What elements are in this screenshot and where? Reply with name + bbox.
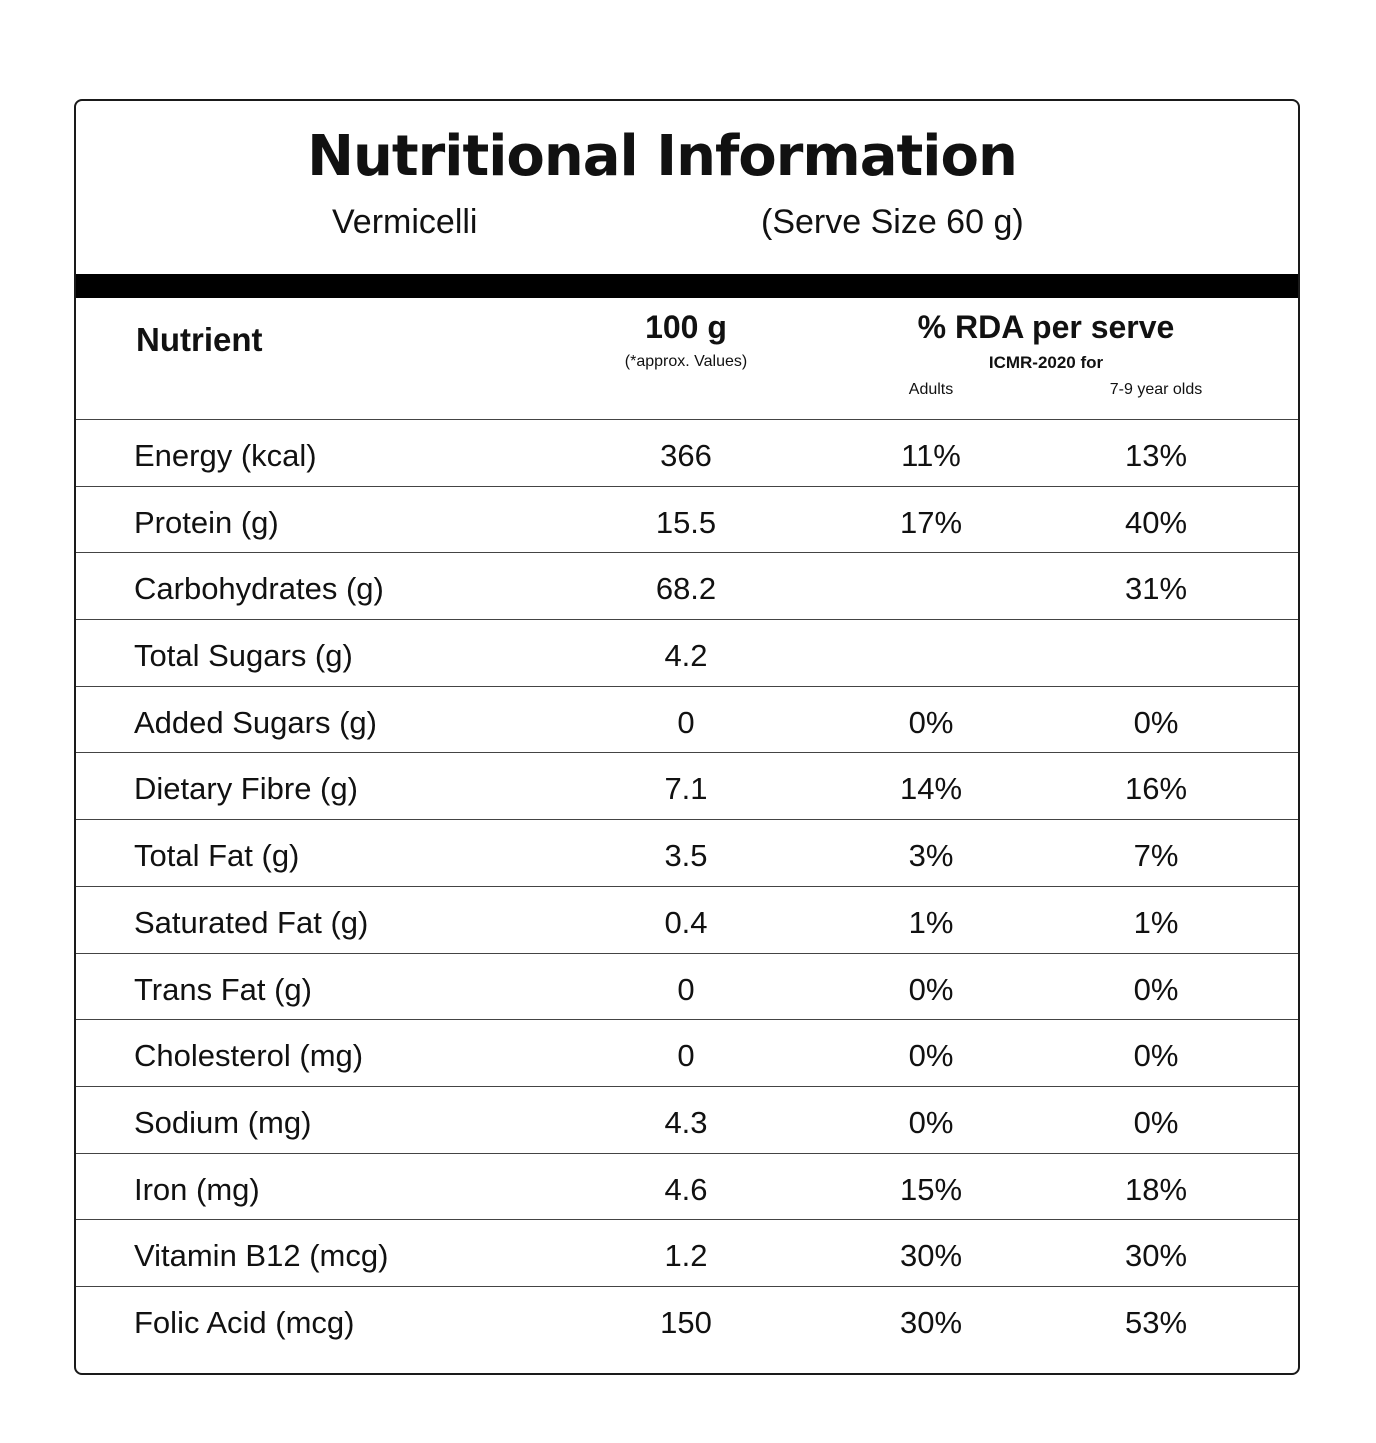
rda-adults: 0% — [908, 1038, 954, 1074]
rda-kids: 1% — [1133, 904, 1179, 940]
label-title: Nutritional Information — [307, 124, 1018, 189]
table-row: Added Sugars (g) 0 0% 0% — [76, 685, 1298, 753]
rda-adults: 11% — [901, 438, 961, 473]
nutrient-value: 4.2 — [664, 638, 708, 674]
table-row: Dietary Fibre (g) 7.1 14% 16% — [76, 752, 1298, 819]
nutrient-name: Dietary Fibre (g) — [134, 771, 358, 807]
product-name: Vermicelli — [332, 203, 478, 241]
nutrient-value: 0.4 — [664, 904, 708, 940]
nutrient-name: Total Fat (g) — [134, 838, 300, 874]
rda-kids: 13% — [1124, 438, 1188, 473]
rda-kids: 0% — [1133, 1038, 1179, 1074]
rda-adults: 15% — [899, 1171, 963, 1207]
rda-adults: 17% — [899, 504, 963, 540]
header-divider — [76, 274, 1298, 298]
nutrient-name: Vitamin B12 (mcg) — [134, 1238, 389, 1274]
nutrient-name: Iron (mg) — [134, 1171, 260, 1207]
rda-kids: 0% — [1133, 1104, 1179, 1140]
rda-adults: 30% — [899, 1304, 963, 1340]
nutrient-value: 0 — [677, 1038, 695, 1074]
serve-size: (Serve Size 60 g) — [761, 203, 1024, 241]
rda-kids: 0% — [1133, 704, 1179, 740]
nutrient-value: 3.5 — [664, 838, 708, 874]
table-row: Total Sugars (g) 4.2 — [76, 619, 1298, 686]
nutrient-name: Trans Fat (g) — [134, 971, 312, 1007]
rda-kids: 53% — [1124, 1304, 1188, 1340]
nutrient-value: 4.6 — [664, 1171, 708, 1207]
rda-adults: 14% — [899, 771, 963, 807]
rda-adults: 1% — [908, 904, 954, 940]
nutrient-name: Energy (kcal) — [134, 438, 317, 473]
nutrient-value: 68.2 — [655, 571, 717, 607]
nutrient-value: 0 — [677, 971, 695, 1007]
table-row: Sodium (mg) 4.3 0% 0% — [76, 1085, 1298, 1153]
rda-kids: 31% — [1124, 571, 1188, 607]
nutrient-name: Carbohydrates (g) — [134, 571, 384, 607]
nutrient-name: Saturated Fat (g) — [134, 904, 369, 940]
rda-adults: 3% — [908, 838, 954, 874]
table-row: Total Fat (g) 3.5 3% 7% — [76, 819, 1298, 886]
rda-kids: 0% — [1133, 971, 1179, 1007]
table-row: Carbohydrates (g) 68.2 31% — [76, 552, 1298, 619]
nutrient-value: 366 — [660, 438, 712, 473]
column-header-adults: Adults — [908, 381, 954, 398]
rda-adults: 30% — [899, 1238, 963, 1274]
nutrient-value: 4.3 — [664, 1104, 708, 1140]
nutrient-name: Added Sugars (g) — [134, 704, 377, 740]
table-row: Saturated Fat (g) 0.4 1% 1% — [76, 885, 1298, 953]
nutrient-value: 0 — [677, 704, 695, 740]
rda-kids: 7% — [1133, 838, 1179, 874]
nutrition-label: Nutritional Information Vermicelli (Serv… — [74, 99, 1300, 1375]
table-row: Vitamin B12 (mcg) 1.2 30% 30% — [76, 1219, 1298, 1286]
rda-adults: 0% — [908, 971, 954, 1007]
column-header-nutrient: Nutrient — [136, 321, 263, 358]
rda-kids: 16% — [1124, 771, 1188, 807]
column-header-100g: 100 g — [645, 309, 727, 345]
table-row: Cholesterol (mg) 0 0% 0% — [76, 1019, 1298, 1086]
rda-kids: 40% — [1124, 504, 1188, 540]
rda-adults: 0% — [908, 1104, 954, 1140]
nutrient-table: Energy (kcal) 366 11% 13% Protein (g) 15.5 17… — [76, 419, 1298, 1353]
table-row: Protein (g) 15.5 17% 40% — [76, 485, 1298, 553]
nutrient-value: 7.1 — [664, 771, 708, 807]
column-note-icmr: ICMR-2020 for — [988, 353, 1104, 372]
rda-kids: 18% — [1124, 1171, 1188, 1207]
nutrient-name: Total Sugars (g) — [134, 638, 353, 674]
nutrient-value: 150 — [660, 1304, 712, 1340]
table-row: Folic Acid (mcg) 150 30% 53% — [76, 1285, 1298, 1353]
table-row: Iron (mg) 4.6 15% 18% — [76, 1152, 1298, 1220]
rda-kids: 30% — [1124, 1238, 1188, 1274]
table-row: Energy (kcal) 366 11% 13% — [76, 419, 1298, 486]
column-header-kids: 7-9 year olds — [1109, 381, 1203, 398]
nutrient-name: Sodium (mg) — [134, 1104, 312, 1140]
column-header-rda: % RDA per serve — [917, 309, 1175, 345]
column-note-approx: (*approx. Values) — [624, 353, 748, 370]
nutrient-name: Folic Acid (mcg) — [134, 1304, 355, 1340]
nutrient-name: Cholesterol (mg) — [134, 1038, 364, 1074]
rda-adults: 0% — [908, 704, 954, 740]
nutrient-value: 1.2 — [664, 1238, 708, 1274]
nutrient-value: 15.5 — [655, 504, 717, 540]
table-row: Trans Fat (g) 0 0% 0% — [76, 952, 1298, 1020]
nutrient-name: Protein (g) — [134, 504, 279, 540]
